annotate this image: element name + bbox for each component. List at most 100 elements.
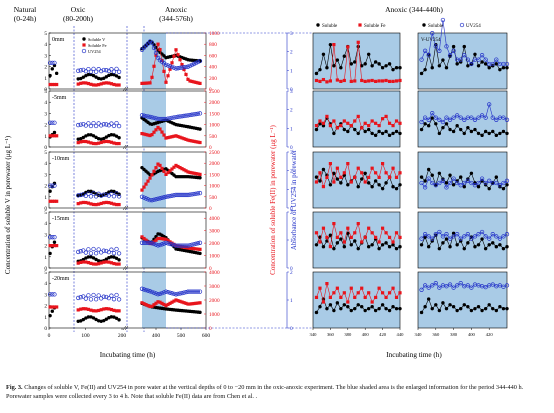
fe-anoxic-point xyxy=(162,69,166,73)
zoom-fe-point xyxy=(332,180,336,184)
zoom-v-point xyxy=(480,60,484,64)
uv-anoxic-point xyxy=(149,289,155,295)
fe-tick-label-row-4: 3000 xyxy=(209,284,220,290)
zoom-uv-point xyxy=(479,113,485,118)
zoom-v-point xyxy=(494,133,499,138)
fe-anoxic-point xyxy=(172,299,176,303)
zoom-v-point xyxy=(318,122,322,126)
zoom-x-tick-label: 340 xyxy=(310,332,318,337)
zoom-v-point xyxy=(353,239,357,243)
axis-break-a-3 xyxy=(122,265,127,271)
v-oxic-point xyxy=(104,317,109,321)
zoom-v-point xyxy=(394,66,399,70)
uv-natural-point xyxy=(47,235,53,240)
zoom-fe-point xyxy=(335,235,339,239)
zoom-v-point xyxy=(339,66,343,70)
zoom-v-point xyxy=(314,71,319,76)
zoom-fe-point xyxy=(335,166,339,170)
fe-anoxic-point xyxy=(148,304,152,309)
fe-oxic-point xyxy=(94,262,98,266)
uv-oxic-point xyxy=(116,251,122,256)
zoom-fe-point xyxy=(363,121,367,125)
zoom-uv-point xyxy=(444,232,449,237)
uv-anoxic-point xyxy=(161,290,167,295)
uv-anoxic-point xyxy=(183,290,189,295)
fe-anoxic-point xyxy=(160,166,164,171)
y-label-soluble-v: Concentration of soluble V in porewater … xyxy=(4,135,12,274)
zoom-v-point xyxy=(455,243,459,247)
fe-tick-label-row-1: 500 xyxy=(209,134,217,140)
zoom-v-point xyxy=(346,305,350,309)
zoom-v-point xyxy=(501,306,506,311)
zoom-fe-point xyxy=(363,295,367,299)
zoom-v-point xyxy=(398,245,402,249)
fe-oxic-point xyxy=(97,262,101,266)
zoom-fe-point xyxy=(346,162,350,166)
fe-oxic-point xyxy=(107,81,111,85)
uv-tick-label-row-4: 1 xyxy=(290,298,293,304)
uv-anoxic-point xyxy=(143,240,149,245)
zoom-inset-label: V-UV254 xyxy=(421,38,441,43)
uv-oxic-point xyxy=(76,122,81,128)
fe-anoxic-point xyxy=(174,48,178,52)
zoom-v-point xyxy=(505,245,509,249)
fe-anoxic-point xyxy=(168,301,172,305)
zoom-v-point xyxy=(505,306,509,311)
zoom-v-point xyxy=(466,125,470,130)
zoom-v-point xyxy=(430,66,434,70)
zoom-v-point xyxy=(455,124,459,128)
fe-tick-label-row-0: 1000 xyxy=(209,31,220,37)
zoom-uv-line xyxy=(421,282,508,290)
fe-natural-point xyxy=(48,199,52,203)
zoom-v-point xyxy=(494,62,499,66)
uv-anoxic-point xyxy=(195,59,201,65)
v-oxic-point xyxy=(76,137,80,141)
fe-oxic-point xyxy=(79,81,83,85)
axis-break-a-2 xyxy=(122,205,127,211)
zoom-v-point xyxy=(491,129,495,134)
uv-oxic-point xyxy=(101,67,106,73)
v-natural-point xyxy=(50,309,54,313)
zoom-v-point xyxy=(462,185,466,189)
zoom-v-point xyxy=(387,308,392,313)
uv-oxic-point xyxy=(109,191,114,197)
zoom-v-point xyxy=(473,245,477,249)
uv-oxic-point xyxy=(93,251,99,256)
fe-oxic-point xyxy=(99,261,103,265)
fe-oxic-point xyxy=(97,202,101,206)
uv-anoxic-point xyxy=(151,115,157,121)
fe-anoxic-point xyxy=(178,299,182,303)
uv-natural-point xyxy=(50,120,55,125)
zoom-uv-point xyxy=(426,117,431,122)
zoom-v-point xyxy=(419,310,424,315)
zoom-v-point xyxy=(373,179,378,183)
uv-oxic-point xyxy=(86,191,91,196)
uv-oxic-point xyxy=(88,123,94,129)
fe-oxic-point xyxy=(114,309,119,313)
v-oxic-point xyxy=(81,75,86,79)
uv-anoxic-point xyxy=(159,195,165,200)
zoom-uv-point xyxy=(433,115,438,120)
zoom-uv-point xyxy=(476,232,481,237)
fe-anoxic-point xyxy=(150,75,154,79)
uv-anoxic-point xyxy=(165,116,171,121)
fe-anoxic-point xyxy=(144,81,148,85)
fe-anoxic-point xyxy=(192,139,196,143)
zoom-v-point xyxy=(426,297,431,301)
zoom-uv-point xyxy=(501,115,506,120)
fe-anoxic-point xyxy=(198,172,202,176)
zoom-v-point xyxy=(494,308,499,313)
zoom-fe-point xyxy=(363,235,367,239)
v-oxic-point xyxy=(104,257,109,261)
zoom-uv-point xyxy=(487,178,492,183)
zoom-fe-point xyxy=(394,175,399,179)
fe-anoxic-point xyxy=(156,125,160,130)
v-oxic-point xyxy=(99,77,103,81)
zoom-v-point xyxy=(448,303,452,307)
zoom-uv-point xyxy=(479,176,485,181)
uv-oxic-point xyxy=(109,247,114,252)
v-tick-label-row-4: 4 xyxy=(44,281,47,287)
zoom-v-point xyxy=(370,243,374,247)
fe-anoxic-point xyxy=(156,162,160,166)
fe-anoxic-point xyxy=(198,247,202,251)
